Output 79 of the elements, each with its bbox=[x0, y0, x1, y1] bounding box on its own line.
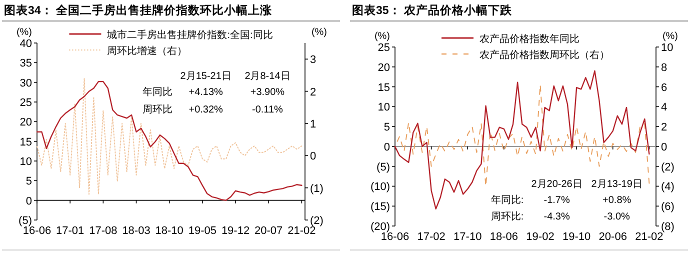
y-tick-label: (15) bbox=[370, 201, 390, 214]
y-tick-label: 10 bbox=[378, 102, 390, 114]
y2-tick-label: 8 bbox=[661, 62, 668, 74]
y-tick-label: (5) bbox=[18, 215, 32, 227]
x-tick-label: 17-08 bbox=[89, 225, 118, 237]
y2-tick-label: 0 bbox=[661, 141, 668, 154]
legend-label: 周环比增速（右） bbox=[107, 45, 188, 57]
y-tick-label: 0 bbox=[26, 195, 32, 208]
x-tick-label: 18-06 bbox=[490, 231, 518, 243]
y-tick-label: 0 bbox=[384, 141, 390, 154]
y2-tick-label: 3 bbox=[310, 54, 316, 66]
annotation: 2月8-14日 bbox=[244, 70, 290, 82]
x-tick-label: 20-06 bbox=[598, 231, 627, 243]
annotation: 2月20-26日 bbox=[531, 179, 582, 190]
x-tick-label: 16-06 bbox=[22, 225, 52, 237]
y2-tick-label: 1 bbox=[310, 118, 316, 130]
legend-label: 农产品价格指数周环比（右） bbox=[480, 49, 610, 61]
x-tick-label: 19-05 bbox=[188, 225, 216, 237]
x-tick-label: 18-03 bbox=[122, 225, 150, 237]
y2-tick-label: 6 bbox=[661, 82, 668, 94]
x-tick-label: 17-10 bbox=[454, 231, 482, 243]
y-tick-label: 20 bbox=[20, 116, 32, 129]
y2-tick-label: 0 bbox=[310, 150, 316, 163]
y-axis-title: (%) bbox=[374, 31, 390, 42]
annotation: 周环比: bbox=[490, 210, 524, 222]
annotation: 2月15-21日 bbox=[180, 70, 232, 82]
y-tick-label: 40 bbox=[20, 38, 32, 50]
y-axis-title: (%) bbox=[16, 27, 32, 38]
y2-tick-label: (1) bbox=[310, 182, 324, 195]
y-tick-label: 10 bbox=[20, 156, 32, 168]
x-tick-label: 21-02 bbox=[288, 225, 316, 237]
y-tick-label: (20) bbox=[370, 221, 390, 233]
x-tick-label: 19-10 bbox=[562, 231, 591, 243]
annotation: 年同比 bbox=[142, 86, 173, 98]
x-tick-label: 18-10 bbox=[155, 225, 184, 237]
annotation: +4.13% bbox=[188, 86, 224, 98]
y-tick-label: 15 bbox=[378, 82, 390, 94]
annotation: -3.0% bbox=[604, 211, 630, 222]
y2-tick-label: (8) bbox=[661, 221, 674, 233]
y-tick-label: 20 bbox=[378, 62, 390, 74]
annotation: +0.8% bbox=[602, 195, 632, 206]
y2-tick-label: (4) bbox=[661, 181, 674, 194]
y2-tick-label: 10 bbox=[661, 42, 674, 54]
y2-axis-title: (%) bbox=[311, 27, 327, 38]
x-tick-label: 19-12 bbox=[221, 225, 250, 237]
x-tick-label: 17-01 bbox=[56, 225, 84, 237]
y-tick-label: 30 bbox=[20, 77, 32, 90]
y-tick-label: (10) bbox=[370, 181, 390, 194]
y-tick-label: 25 bbox=[20, 97, 32, 109]
y2-tick-label: (6) bbox=[661, 201, 674, 214]
y2-tick-label: 2 bbox=[310, 86, 316, 98]
y2-axis-title: (%) bbox=[662, 31, 678, 42]
y-tick-label: 15 bbox=[20, 136, 32, 148]
x-tick-label: 17-02 bbox=[417, 231, 446, 243]
annotation: -1.7% bbox=[544, 195, 570, 206]
legend-label: 农产品价格指数年同比 bbox=[480, 33, 580, 45]
y-tick-label: 35 bbox=[20, 58, 32, 70]
annotation: 2月13-19日 bbox=[591, 179, 642, 190]
annotation: 年同比: bbox=[490, 194, 524, 206]
y2-tick-label: (2) bbox=[661, 161, 674, 174]
annotation: +0.32% bbox=[188, 104, 224, 116]
y-tick-label: (5) bbox=[376, 161, 390, 174]
y-tick-label: 5 bbox=[384, 122, 390, 134]
annotation: -4.3% bbox=[544, 211, 570, 222]
x-tick-label: 21-02 bbox=[635, 231, 664, 243]
annotation: -0.11% bbox=[252, 104, 284, 116]
x-tick-label: 19-02 bbox=[526, 231, 554, 243]
chart-title: 图表35： 农产品价格小幅下跌 bbox=[352, 3, 513, 17]
y-tick-label: 25 bbox=[378, 42, 390, 54]
x-tick-label: 16-06 bbox=[380, 231, 410, 243]
annotation: 周环比 bbox=[142, 103, 173, 116]
y-tick-label: 5 bbox=[26, 176, 32, 188]
y2-tick-label: 2 bbox=[661, 122, 668, 134]
annotation: +3.90% bbox=[250, 86, 285, 98]
chart-title: 图表34： 全国二手房出售挂牌价指数环比小幅上涨 bbox=[4, 3, 273, 17]
y2-tick-label: (2) bbox=[310, 215, 324, 227]
legend-label: 城市二手房出售挂牌价指数:全国:同比 bbox=[106, 29, 273, 41]
x-tick-label: 20-07 bbox=[254, 225, 283, 237]
y2-tick-label: 4 bbox=[661, 102, 668, 114]
